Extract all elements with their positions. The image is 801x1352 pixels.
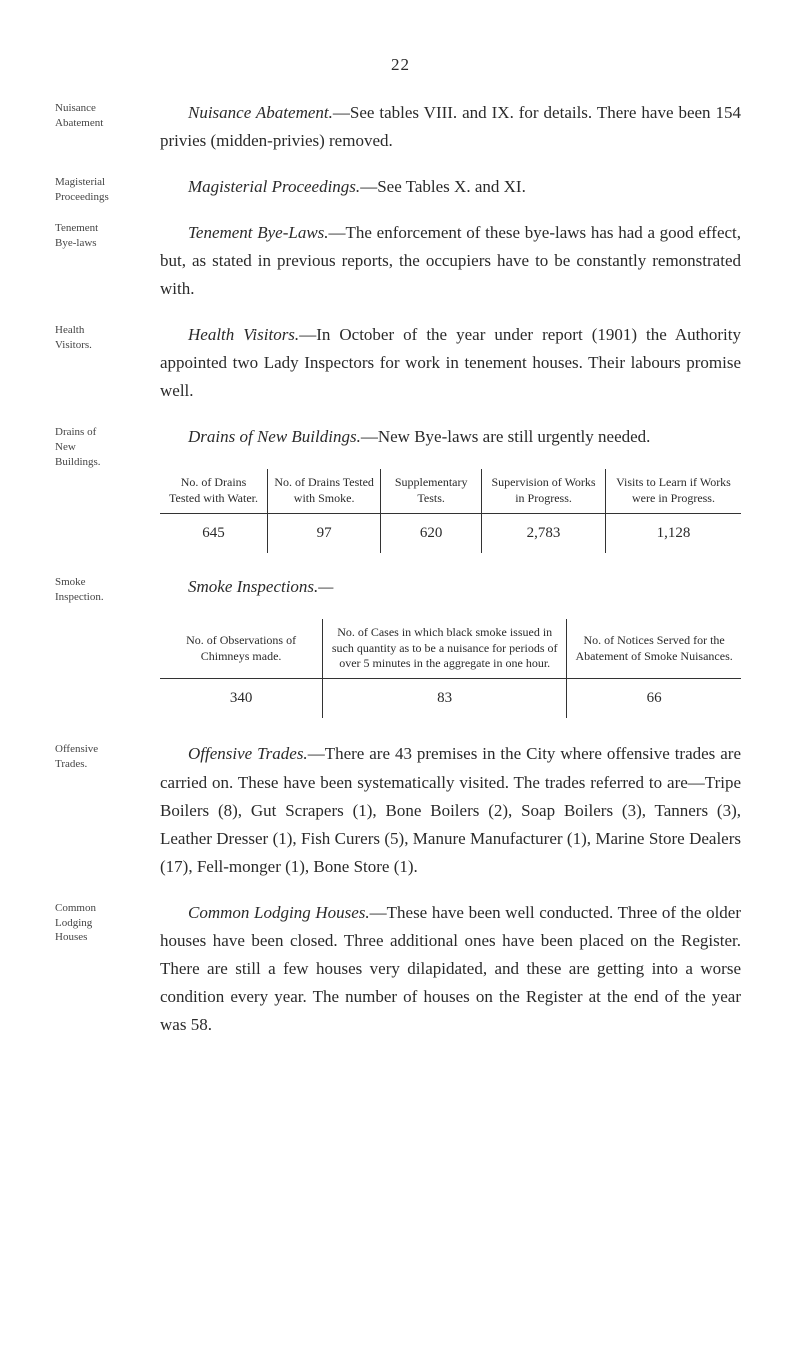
section-nuisance: Nuisance Abatement Nuisance Abatement.—S… [60,99,741,155]
smoke-th-2: No. of Notices Served for the Abatement … [567,619,741,678]
para-smoke: Smoke Inspections.— [160,573,741,601]
drains-td-4: 1,128 [605,513,741,553]
title-health: Health Visitors. [188,325,299,344]
drains-th-3: Supervision of Works in Progress. [482,469,606,513]
drains-td-2: 620 [381,513,482,553]
para-nuisance: Nuisance Abatement.—See tables VIII. and… [160,99,741,155]
text-magisterial: —See Tables X. and XI. [360,177,526,196]
title-magisterial: Magisterial Proceedings. [188,177,360,196]
para-health: Health Visitors.—In October of the year … [160,321,741,405]
section-smoke: Smoke Inspection. Smoke Inspections.— [60,573,741,601]
page: 22 Nuisance Abatement Nuisance Abatement… [0,0,801,1352]
drains-th-0: No. of Drains Tested with Water. [160,469,268,513]
margin-note-offensive: Offensive Trades. [55,742,140,772]
title-smoke: Smoke Inspections.— [188,577,333,596]
title-common: Common Lodging Houses. [188,903,370,922]
drains-td-0: 645 [160,513,268,553]
smoke-td-2: 66 [567,678,741,718]
drains-th-2: Supplementary Tests. [381,469,482,513]
text-common: —These have been well conducted. Three o… [160,903,741,1034]
smoke-th-0: No. of Observations of Chimneys made. [160,619,323,678]
para-magisterial: Magisterial Proceedings.—See Tables X. a… [160,173,741,201]
smoke-td-0: 340 [160,678,323,718]
section-drains: Drains of New Buildings. Drains of New B… [60,423,741,451]
drains-th-4: Visits to Learn if Works were in Progres… [605,469,741,513]
margin-note-drains: Drains of New Buildings. [55,425,140,470]
section-common: Common Lodging Houses Common Lodging Hou… [60,899,741,1039]
smoke-th-1: No. of Cases in which black smoke issued… [323,619,567,678]
drains-th-1: No. of Drains Tested with Smoke. [268,469,381,513]
smoke-table-header: No. of Observations of Chimneys made. No… [160,619,741,678]
margin-note-common: Common Lodging Houses [55,901,140,946]
page-number: 22 [60,55,741,75]
margin-note-smoke: Smoke Inspection. [55,575,140,605]
section-health: Health Visitors. Health Visitors.—In Oct… [60,321,741,405]
para-drains: Drains of New Buildings.—New Bye-laws ar… [160,423,741,451]
smoke-table: No. of Observations of Chimneys made. No… [160,619,741,718]
margin-note-health: Health Visitors. [55,323,140,353]
para-offensive: Offensive Trades.—There are 43 premises … [160,740,741,880]
section-magisterial: Magisterial Proceedings Magisterial Proc… [60,173,741,201]
para-tenement: Tenement Bye-Laws.—The enforcement of th… [160,219,741,303]
text-drains: —New Bye-laws are still urgently needed. [361,427,651,446]
para-common: Common Lodging Houses.—These have been w… [160,899,741,1039]
section-offensive: Offensive Trades. Offensive Trades.—Ther… [60,740,741,880]
section-tenement: Tenement Bye-laws Tenement Bye-Laws.—The… [60,219,741,303]
drains-td-1: 97 [268,513,381,553]
smoke-td-1: 83 [323,678,567,718]
drains-td-3: 2,783 [482,513,606,553]
margin-note-magisterial: Magisterial Proceedings [55,175,140,205]
title-tenement: Tenement Bye-Laws. [188,223,329,242]
drains-table-header: No. of Drains Tested with Water. No. of … [160,469,741,513]
title-nuisance: Nuisance Abatement. [188,103,333,122]
drains-table-row: 645 97 620 2,783 1,128 [160,513,741,553]
content-column: Nuisance Abatement Nuisance Abatement.—S… [60,99,741,1039]
margin-note-nuisance: Nuisance Abatement [55,101,140,131]
text-offensive: —There are 43 premises in the City where… [160,744,741,875]
title-drains: Drains of New Buildings. [188,427,361,446]
margin-note-tenement: Tenement Bye-laws [55,221,140,251]
drains-table: No. of Drains Tested with Water. No. of … [160,469,741,553]
smoke-table-row: 340 83 66 [160,678,741,718]
title-offensive: Offensive Trades. [188,744,308,763]
